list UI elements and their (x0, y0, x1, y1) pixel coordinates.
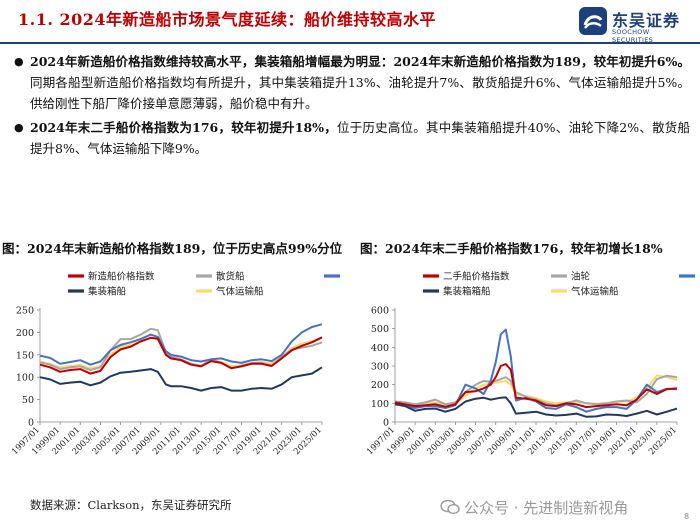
y-tick-label: 250 (16, 306, 34, 317)
series-line (394, 396, 678, 418)
y-tick-label: 100 (16, 373, 34, 384)
watermark: 公众号 · 先进制造新视角 (440, 497, 628, 518)
wechat-icon (440, 499, 460, 515)
legend-label: 气体运输船 (216, 286, 264, 298)
legend-label: 油轮 (571, 271, 591, 283)
legend-label: 集装箱箱船 (443, 286, 491, 298)
legend-label: 新造船价格指数 (88, 271, 155, 283)
y-tick-label: 150 (16, 350, 34, 361)
bullet-item: ● 2024年末二手船价格指数为176，较年初提升18%，位于历史高位。其中集装箱… (14, 117, 690, 159)
y-tick-label: 0 (383, 418, 389, 429)
series-line (39, 366, 323, 392)
logo-cn: 东吴证券 (612, 11, 681, 30)
bullet-bold: 2024年新造船价格指数维持较高水平，集装箱船增幅最为明显：2024年末新造船价… (30, 54, 690, 69)
bullet-item: ● 2024年新造船价格指数维持较高水平，集装箱船增幅最为明显：2024年末新造船… (14, 51, 690, 114)
y-tick-label: 200 (16, 328, 34, 339)
bullet-bold: 2024年末二手船价格指数为176，较年初提升18%， (30, 120, 337, 135)
logo-en: SOOCHOW SECURITIES (612, 28, 654, 44)
series-line (39, 336, 323, 375)
series-line (39, 327, 323, 371)
legend-label: 二手船价格指数 (443, 271, 510, 283)
data-source: 数据来源：Clarkson，东吴证券研究所 (30, 498, 232, 512)
chart-newbuild-price-index: 新造船价格指数散货船油轮集装箱船气体运输船0501001502002501997… (10, 271, 340, 457)
brand-logo: 东吴证券 SOOCHOW SECURITIES (578, 6, 690, 44)
bullet-dot-icon: ● (14, 121, 24, 134)
chart-secondhand-price-index: 二手船价格指数油轮散货船集装箱箱船气体运输船010020030040050060… (365, 271, 695, 457)
legend-label: 集装箱船 (88, 286, 127, 298)
y-tick-label: 50 (22, 395, 34, 406)
y-tick-label: 500 (371, 324, 389, 335)
page-title: 1.1. 2024年新造船市场景气度延续：船价维持较高水平 (18, 10, 437, 29)
bullet-text: 同期各船型新造船价格指数均有所提升，其中集装箱提升13%、油轮提升7%、散货船提… (30, 75, 690, 111)
y-tick-label: 200 (371, 380, 389, 391)
page-number: 8 (684, 512, 690, 521)
y-tick-label: 300 (371, 362, 389, 373)
series-line (39, 323, 323, 366)
y-tick-label: 0 (28, 418, 34, 429)
bullet-list: ● 2024年新造船价格指数维持较高水平，集装箱船增幅最为明显：2024年末新造船… (14, 51, 690, 162)
header-rule (0, 42, 700, 44)
legend-label: 气体运输船 (571, 286, 619, 298)
bullet-dot-icon: ● (14, 55, 24, 68)
series-line (394, 363, 678, 409)
bullet-text: 位于历史高位。其中集装箱船提升40%、油轮下降2%、散货船提升8%、气体运输船下… (30, 120, 690, 156)
y-tick-label: 400 (371, 343, 389, 354)
series-line (394, 374, 678, 407)
chart-caption-left: 图：2024年末新造船价格指数189，位于历史高点99%分位 (2, 241, 343, 256)
legend-label: 散货船 (216, 271, 245, 283)
y-tick-label: 600 (371, 306, 389, 317)
series-line (39, 336, 323, 370)
watermark-text: 公众号 · 先进制造新视角 (464, 499, 629, 517)
y-tick-label: 100 (371, 399, 389, 410)
logo-mark-icon (579, 7, 607, 35)
chart-caption-right: 图：2024年末二手船价格指数176，较年初增长18% (360, 241, 663, 256)
